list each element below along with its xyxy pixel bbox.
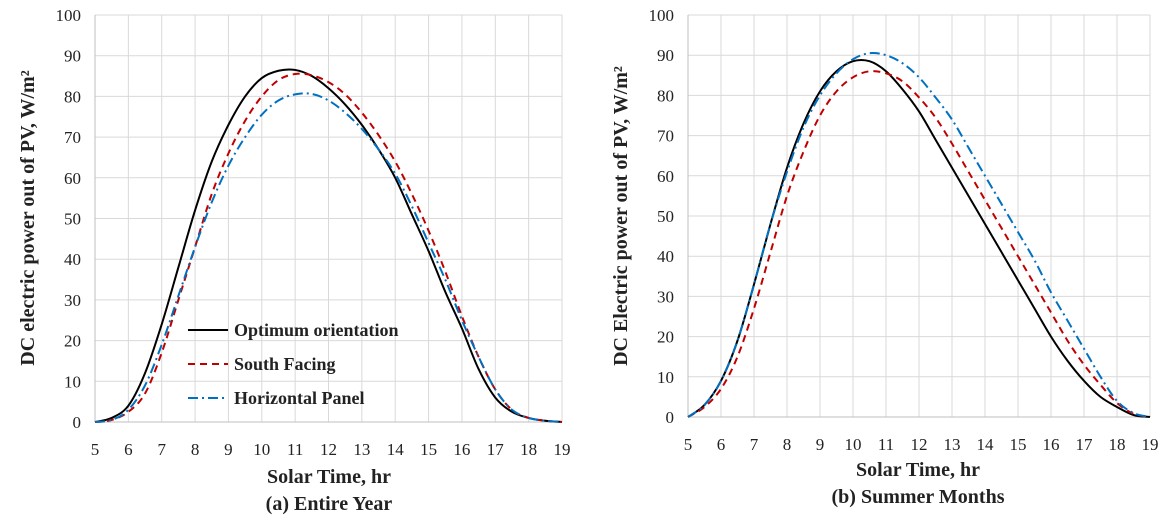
- x-tick-label: 7: [157, 440, 166, 459]
- y-tick-label: 90: [64, 47, 81, 66]
- y-tick-label: 40: [64, 250, 81, 269]
- x-tick-label: 13: [944, 435, 961, 454]
- x-tick-label: 18: [1109, 435, 1126, 454]
- series-line-optimum-orientation-a: [94, 68, 563, 423]
- x-tick-label: 6: [124, 440, 133, 459]
- x-tick-label: 9: [224, 440, 233, 459]
- y-tick-label: 90: [657, 46, 674, 65]
- series-line-south-facing-b: [687, 70, 1151, 418]
- caption-a: (a) Entire Year: [266, 493, 393, 515]
- x-tick-label: 10: [253, 440, 270, 459]
- y-tick-label: 80: [657, 86, 674, 105]
- x-axis-title-a: Solar Time, hr: [267, 466, 391, 488]
- x-tick-label: 11: [878, 435, 894, 454]
- plot-area-b: 0 10 20 30 40 50 60 70 80 90 100 5 6 7 8 9 10 11 12 13 14 15 1…: [649, 6, 1159, 454]
- legend-label: South Facing: [234, 354, 336, 374]
- x-tick-label: 14: [387, 440, 405, 459]
- x-tick-label: 16: [453, 440, 470, 459]
- y-tick-label: 10: [657, 368, 674, 387]
- y-tick-label: 30: [64, 291, 81, 310]
- x-tick-label: 14: [977, 435, 995, 454]
- x-tick-label: 12: [320, 440, 337, 459]
- x-tick-label: 17: [1076, 435, 1094, 454]
- plot-area-a: 0 10 20 30 40 50 60 70 80 90 100 5 6 7 8 9 10 11 12 13 14 15 1…: [56, 6, 571, 459]
- legend: Optimum orientation South Facing Horizonta…: [188, 320, 399, 408]
- x-tick-label: 8: [191, 440, 200, 459]
- y-tick-label: 60: [64, 169, 81, 188]
- x-tick-label: 15: [420, 440, 437, 459]
- y-tick-label: 70: [657, 127, 674, 146]
- x-tick-label: 19: [1142, 435, 1159, 454]
- x-tick-label: 8: [783, 435, 792, 454]
- x-tick-label: 11: [287, 440, 303, 459]
- y-axis-title-a: DC electric power out of PV, W/m²: [17, 70, 39, 365]
- x-tick-label: 18: [520, 440, 537, 459]
- x-tick-label: 17: [487, 440, 505, 459]
- legend-label: Optimum orientation: [234, 320, 399, 340]
- y-tick-label: 20: [657, 328, 674, 347]
- x-tick-label: 13: [353, 440, 370, 459]
- y-tick-label: 0: [666, 408, 675, 427]
- x-tick-label: 6: [717, 435, 726, 454]
- series-line-optimum-orientation-b: [687, 58, 1151, 418]
- y-tick-label: 20: [64, 332, 81, 351]
- y-tick-label: 100: [649, 6, 675, 25]
- x-tick-label: 5: [684, 435, 693, 454]
- y-tick-label: 50: [64, 210, 81, 229]
- x-tick-label: 10: [845, 435, 862, 454]
- x-tick-label: 16: [1043, 435, 1060, 454]
- legend-label: Horizontal Panel: [234, 388, 364, 408]
- y-tick-label: 0: [73, 413, 82, 432]
- series-line-horizontal-panel-a: [94, 92, 563, 423]
- y-tick-label: 10: [64, 372, 81, 391]
- x-tick-label: 19: [554, 440, 571, 459]
- y-tick-label: 70: [64, 128, 81, 147]
- y-tick-label: 50: [657, 207, 674, 226]
- y-tick-label: 30: [657, 287, 674, 306]
- y-tick-label: 60: [657, 167, 674, 186]
- x-tick-label: 7: [750, 435, 759, 454]
- x-axis-title-b: Solar Time, hr: [856, 459, 980, 481]
- y-axis-title-b: DC Electric power out of PV, W/m²: [610, 66, 632, 366]
- x-tick-label: 9: [816, 435, 825, 454]
- x-tick-label: 5: [91, 440, 100, 459]
- y-tick-label: 80: [64, 87, 81, 106]
- y-tick-label: 100: [56, 6, 82, 25]
- y-tick-label: 40: [657, 247, 674, 266]
- x-tick-label: 12: [911, 435, 928, 454]
- caption-b: (b) Summer Months: [832, 486, 1005, 508]
- x-tick-label: 15: [1010, 435, 1027, 454]
